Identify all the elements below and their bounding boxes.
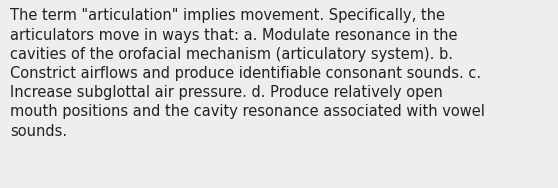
Text: The term "articulation" implies movement. Specifically, the
articulators move in: The term "articulation" implies movement… <box>10 8 485 139</box>
